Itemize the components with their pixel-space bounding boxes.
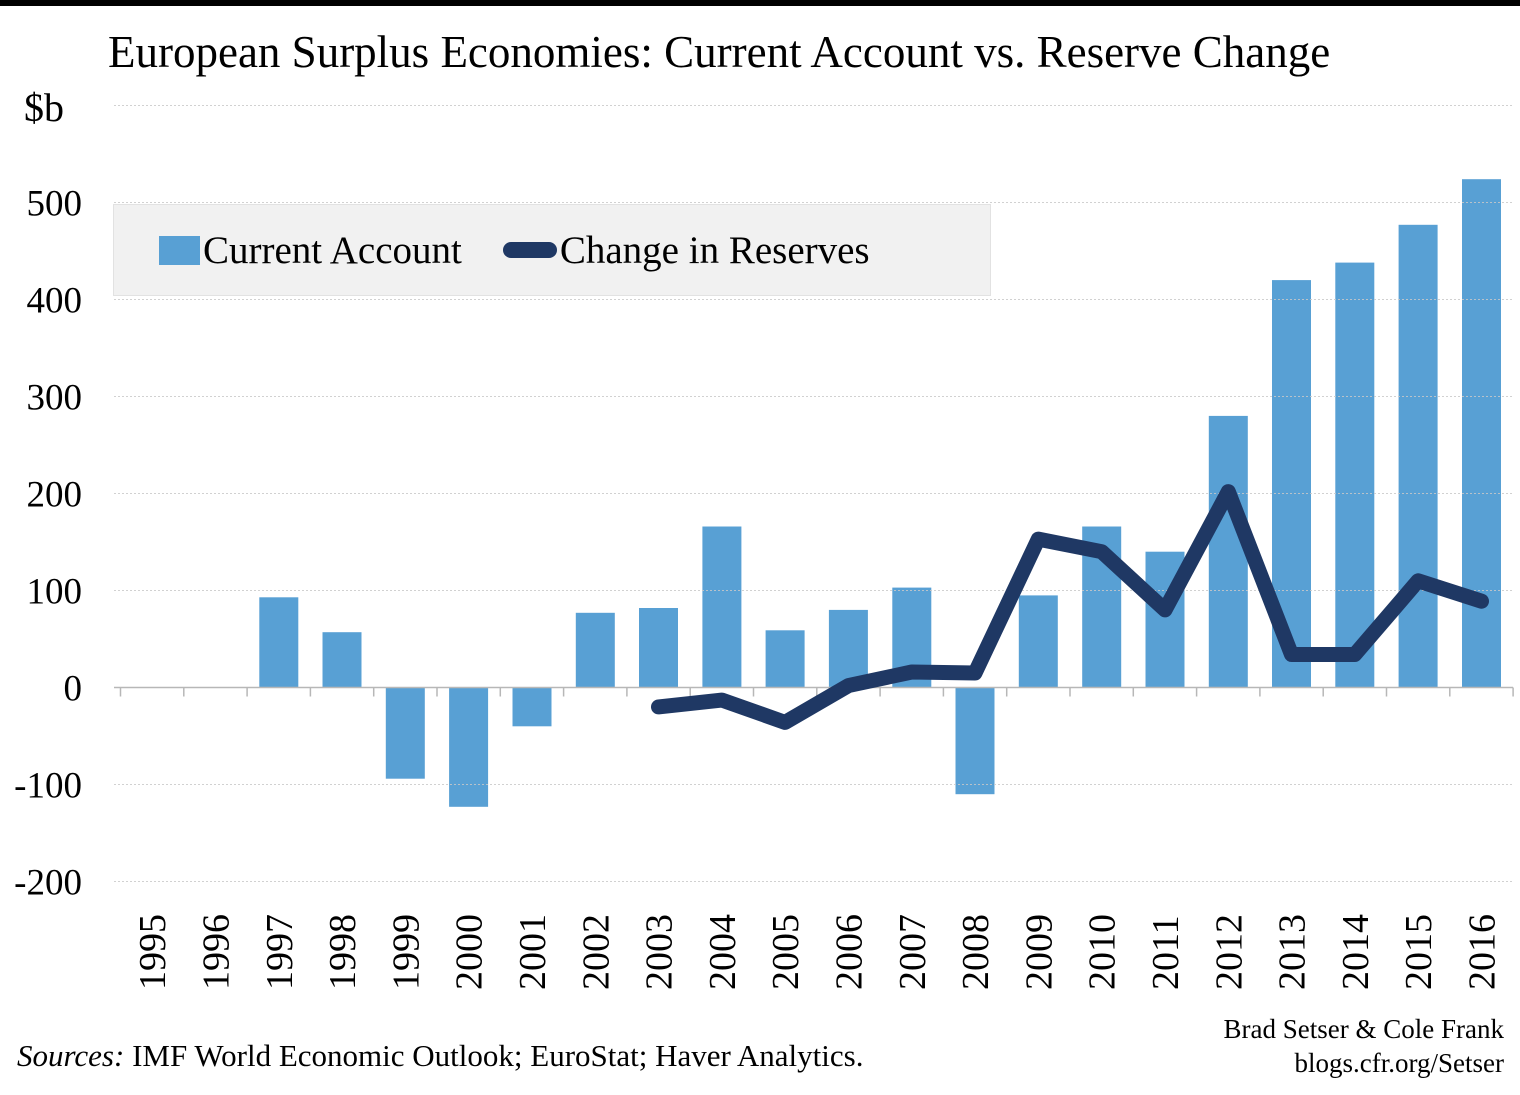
x-tick-label-2008: 2008 [955, 914, 997, 990]
bar-2014 [1335, 262, 1375, 688]
bar-2015 [1398, 224, 1438, 688]
bar-2008 [955, 687, 995, 795]
bar-2016 [1462, 179, 1501, 688]
x-tick-label-2006: 2006 [828, 914, 870, 990]
y-tick-label-100: 100 [27, 572, 83, 613]
x-tick-label-1998: 1998 [322, 914, 364, 990]
x-tick-label-1999: 1999 [385, 914, 427, 990]
bar-1998 [322, 632, 362, 688]
bar-2005 [765, 630, 805, 688]
x-tick-label-2012: 2012 [1208, 914, 1250, 990]
x-tick-label-2002: 2002 [575, 914, 617, 990]
x-tick-label-2015: 2015 [1398, 914, 1440, 990]
chart-title: European Surplus Economies: Current Acco… [108, 27, 1331, 77]
x-tick-label-2001: 2001 [512, 914, 554, 990]
x-tick-label-2014: 2014 [1335, 914, 1377, 990]
x-tick-label-2005: 2005 [765, 914, 807, 990]
x-tick-label-2000: 2000 [449, 914, 491, 990]
bar-1997 [259, 597, 299, 688]
x-tick-label-2010: 2010 [1082, 914, 1124, 990]
legend: Current Account Change in Reserves [113, 204, 991, 296]
attribution: Brad Setser & Cole Frank blogs.cfr.org/S… [1224, 1012, 1504, 1080]
change-in-reserves-line [651, 484, 1489, 730]
top-border-rule [0, 0, 1520, 6]
bar-2002 [575, 612, 615, 688]
x-tick-label-2003: 2003 [639, 914, 681, 990]
legend-item-change-in-reserves: Change in Reserves [502, 228, 870, 273]
x-axis [114, 686, 1514, 697]
x-tick-label-2009: 2009 [1018, 914, 1060, 990]
bar-2006 [828, 609, 868, 688]
bar-2003 [639, 608, 678, 688]
attribution-authors: Brad Setser & Cole Frank [1223, 1014, 1504, 1044]
bar-2004 [702, 526, 742, 688]
x-tick-label-1995: 1995 [132, 914, 174, 990]
line-swatch-icon [502, 242, 557, 258]
y-tick-label--200: -200 [14, 863, 82, 904]
legend-item-current-account: Current Account [159, 228, 462, 273]
x-tick-label-2011: 2011 [1145, 915, 1187, 990]
bar-2000 [449, 687, 489, 807]
y-axis-unit-label: $b [24, 85, 64, 130]
gridlines [114, 105, 1513, 882]
bar-2009 [1018, 595, 1058, 688]
y-tick-label-500: 500 [27, 184, 83, 225]
y-tick-label-200: 200 [27, 475, 83, 516]
x-tick-label-2016: 2016 [1462, 914, 1504, 990]
x-tick-label-2013: 2013 [1272, 914, 1314, 990]
x-tick-label-2007: 2007 [892, 914, 934, 990]
bar-2001 [512, 687, 552, 727]
bar-2012 [1208, 415, 1248, 688]
bar-1999 [385, 687, 425, 779]
y-tick-label-300: 300 [27, 378, 83, 419]
sources-note: Sources: IMF World Economic Outlook; Eur… [17, 1038, 863, 1074]
attribution-url: blogs.cfr.org/Setser [1294, 1048, 1504, 1078]
y-tick-label-0: 0 [64, 669, 83, 710]
x-tick-label-1997: 1997 [259, 914, 301, 990]
legend-label-change-in-reserves: Change in Reserves [559, 228, 870, 272]
y-tick-label--100: -100 [14, 766, 82, 807]
y-tick-label-400: 400 [27, 281, 83, 322]
legend-label-current-account: Current Account [203, 228, 462, 272]
x-tick-label-2004: 2004 [702, 914, 744, 990]
x-tick-label-1996: 1996 [195, 914, 237, 990]
bar-swatch-icon [159, 235, 200, 265]
y-axis-labels: 500 400 300 200 100 0 -100 -200 [14, 184, 82, 904]
sources-prefix: Sources: [17, 1038, 125, 1073]
sources-text: IMF World Economic Outlook; EuroStat; Ha… [124, 1038, 864, 1073]
x-axis-labels: 1995 1996 1997 1998 1999 2000 2001 2002 2003 2004… [132, 914, 1503, 990]
